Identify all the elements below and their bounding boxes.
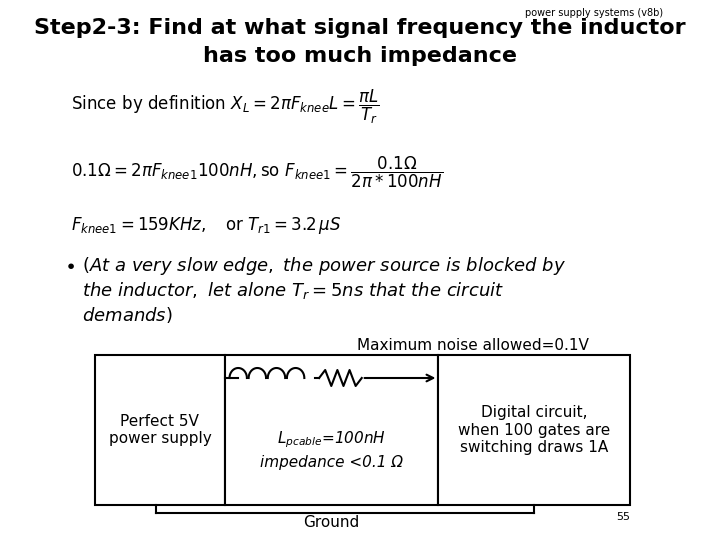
Text: $(At\ a\ very\ slow\ edge,\ the\ power\ source\ is\ blocked\ by$: $(At\ a\ very\ slow\ edge,\ the\ power\ … [81,255,566,277]
Text: $the\ inductor,\ let\ alone\ T_r=5ns\ that\ the\ circuit$: $the\ inductor,\ let\ alone\ T_r=5ns\ th… [81,280,504,301]
Text: $F_{knee1} = 159KHz,\quad \mathrm{or}\ T_{r1} = 3.2\,\mu S$: $F_{knee1} = 159KHz,\quad \mathrm{or}\ T… [71,215,342,236]
Text: Step2-3: Find at what signal frequency the inductor: Step2-3: Find at what signal frequency t… [34,18,686,38]
Text: power supply systems (v8b): power supply systems (v8b) [525,8,662,18]
Bar [225,355,438,505]
Bar [94,355,225,505]
Text: Digital circuit,
when 100 gates are
switching draws 1A: Digital circuit, when 100 gates are swit… [458,405,610,455]
Text: $demands)$: $demands)$ [81,305,172,325]
Text: $L_{pcable}$=100nH: $L_{pcable}$=100nH [277,430,386,450]
Text: $\bullet$: $\bullet$ [64,255,75,274]
Bar [438,355,630,505]
Text: 55: 55 [616,512,630,522]
Text: $\mathrm{Since\ by\ definition}\ X_L = 2\pi F_{knee}L = \dfrac{\pi L}{T_r}$: $\mathrm{Since\ by\ definition}\ X_L = 2… [71,88,380,126]
Text: has too much impedance: has too much impedance [203,46,517,66]
Text: Ground: Ground [304,515,360,530]
Text: impedance <0.1 Ω: impedance <0.1 Ω [260,455,403,469]
Text: Maximum noise allowed=0.1V: Maximum noise allowed=0.1V [357,338,589,353]
Text: $0.1\Omega = 2\pi F_{knee1}100nH,\mathrm{so}\ F_{knee1} = \dfrac{0.1\Omega}{2\pi: $0.1\Omega = 2\pi F_{knee1}100nH,\mathrm… [71,155,444,190]
Text: Perfect 5V
power supply: Perfect 5V power supply [109,414,211,446]
